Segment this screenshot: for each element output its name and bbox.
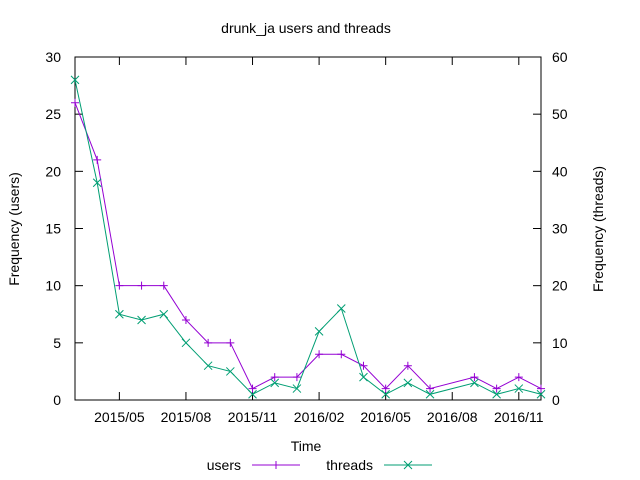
data-point-users [381, 384, 390, 393]
data-point-users [93, 155, 102, 164]
y-left-tick-label: 20 [45, 163, 61, 179]
x-tick-label: 2015/08 [161, 409, 212, 425]
legend-marker-users [272, 461, 280, 469]
series-users [71, 98, 545, 393]
y-right-tick-label: 50 [552, 106, 568, 122]
y-right-tick-label: 10 [552, 335, 568, 351]
data-point-users [315, 350, 324, 359]
x-tick-label: 2015/11 [228, 409, 278, 425]
data-point-threads [403, 378, 413, 388]
data-point-threads [514, 384, 524, 393]
y-right-tick-label: 0 [552, 392, 560, 408]
data-point-users [159, 281, 168, 290]
data-point-threads [248, 389, 257, 399]
data-point-threads [359, 372, 368, 382]
data-point-users [204, 338, 213, 347]
y-right-tick-label: 30 [552, 221, 568, 237]
data-point-threads [314, 327, 324, 336]
x-tick-label: 2016/02 [294, 409, 345, 425]
data-point-users [292, 373, 301, 382]
legend-marker-threads [403, 460, 413, 470]
series-line-users [74, 102, 542, 390]
data-point-threads [159, 309, 169, 319]
data-point-users [492, 384, 501, 393]
data-point-users [115, 281, 124, 290]
data-point-threads [470, 378, 479, 388]
data-point-threads [203, 361, 213, 371]
x-tick-label: 2016/08 [427, 409, 478, 425]
legend: users threads [207, 457, 432, 473]
y-right-tick-label: 40 [552, 163, 568, 179]
y-right-tick-label: 20 [552, 278, 568, 294]
data-point-users [470, 373, 479, 382]
y-left-tick-label: 10 [45, 278, 61, 294]
legend-label-users: users [207, 457, 241, 473]
chart-title: drunk_ja users and threads [221, 20, 391, 36]
y-left-tick-label: 5 [53, 335, 61, 351]
y-left-tick-label: 25 [45, 106, 61, 122]
data-point-users [403, 361, 412, 370]
data-point-threads [181, 338, 191, 348]
plot-area: 0 5 10 15 20 25 30 0 10 20 30 40 50 60 2015/05 2015/08 2… [45, 49, 567, 425]
series-line-threads [74, 79, 542, 395]
data-point-users [537, 384, 545, 393]
data-point-users [337, 350, 346, 359]
legend-label-threads: threads [326, 457, 373, 473]
data-point-threads [292, 384, 302, 393]
y-left-tick-label: 30 [45, 49, 61, 65]
data-point-threads [492, 389, 501, 399]
data-point-threads [381, 389, 391, 399]
data-point-users [226, 338, 235, 347]
data-point-users [248, 384, 257, 393]
data-point-threads [115, 309, 124, 319]
data-point-threads [425, 389, 435, 399]
x-tick-label: 2015/05 [94, 409, 145, 425]
plot-frame [74, 56, 542, 401]
x-axis-label: Time [291, 438, 322, 454]
data-point-users [514, 373, 523, 382]
data-point-threads [536, 389, 546, 399]
data-point-threads [92, 178, 102, 188]
data-point-users [71, 98, 79, 107]
series-threads [70, 75, 546, 399]
data-point-threads [225, 367, 235, 376]
x-tick-label: 2016/05 [360, 409, 411, 425]
y-left-tick-label: 15 [45, 221, 61, 237]
data-point-users [270, 373, 279, 382]
data-point-threads [70, 75, 80, 85]
data-point-users [359, 361, 368, 370]
data-point-users [426, 384, 435, 393]
y-axis-left-label: Frequency (users) [6, 172, 22, 286]
y-axis-right-label: Frequency (threads) [590, 166, 606, 292]
data-point-users [137, 281, 146, 290]
data-point-threads [336, 304, 346, 313]
x-tick-label: 2016/11 [494, 409, 544, 425]
y-right-tick-label: 60 [552, 49, 568, 65]
data-point-threads [270, 378, 280, 388]
y-left-tick-label: 0 [53, 392, 61, 408]
data-point-threads [137, 315, 146, 325]
data-point-users [181, 315, 190, 324]
